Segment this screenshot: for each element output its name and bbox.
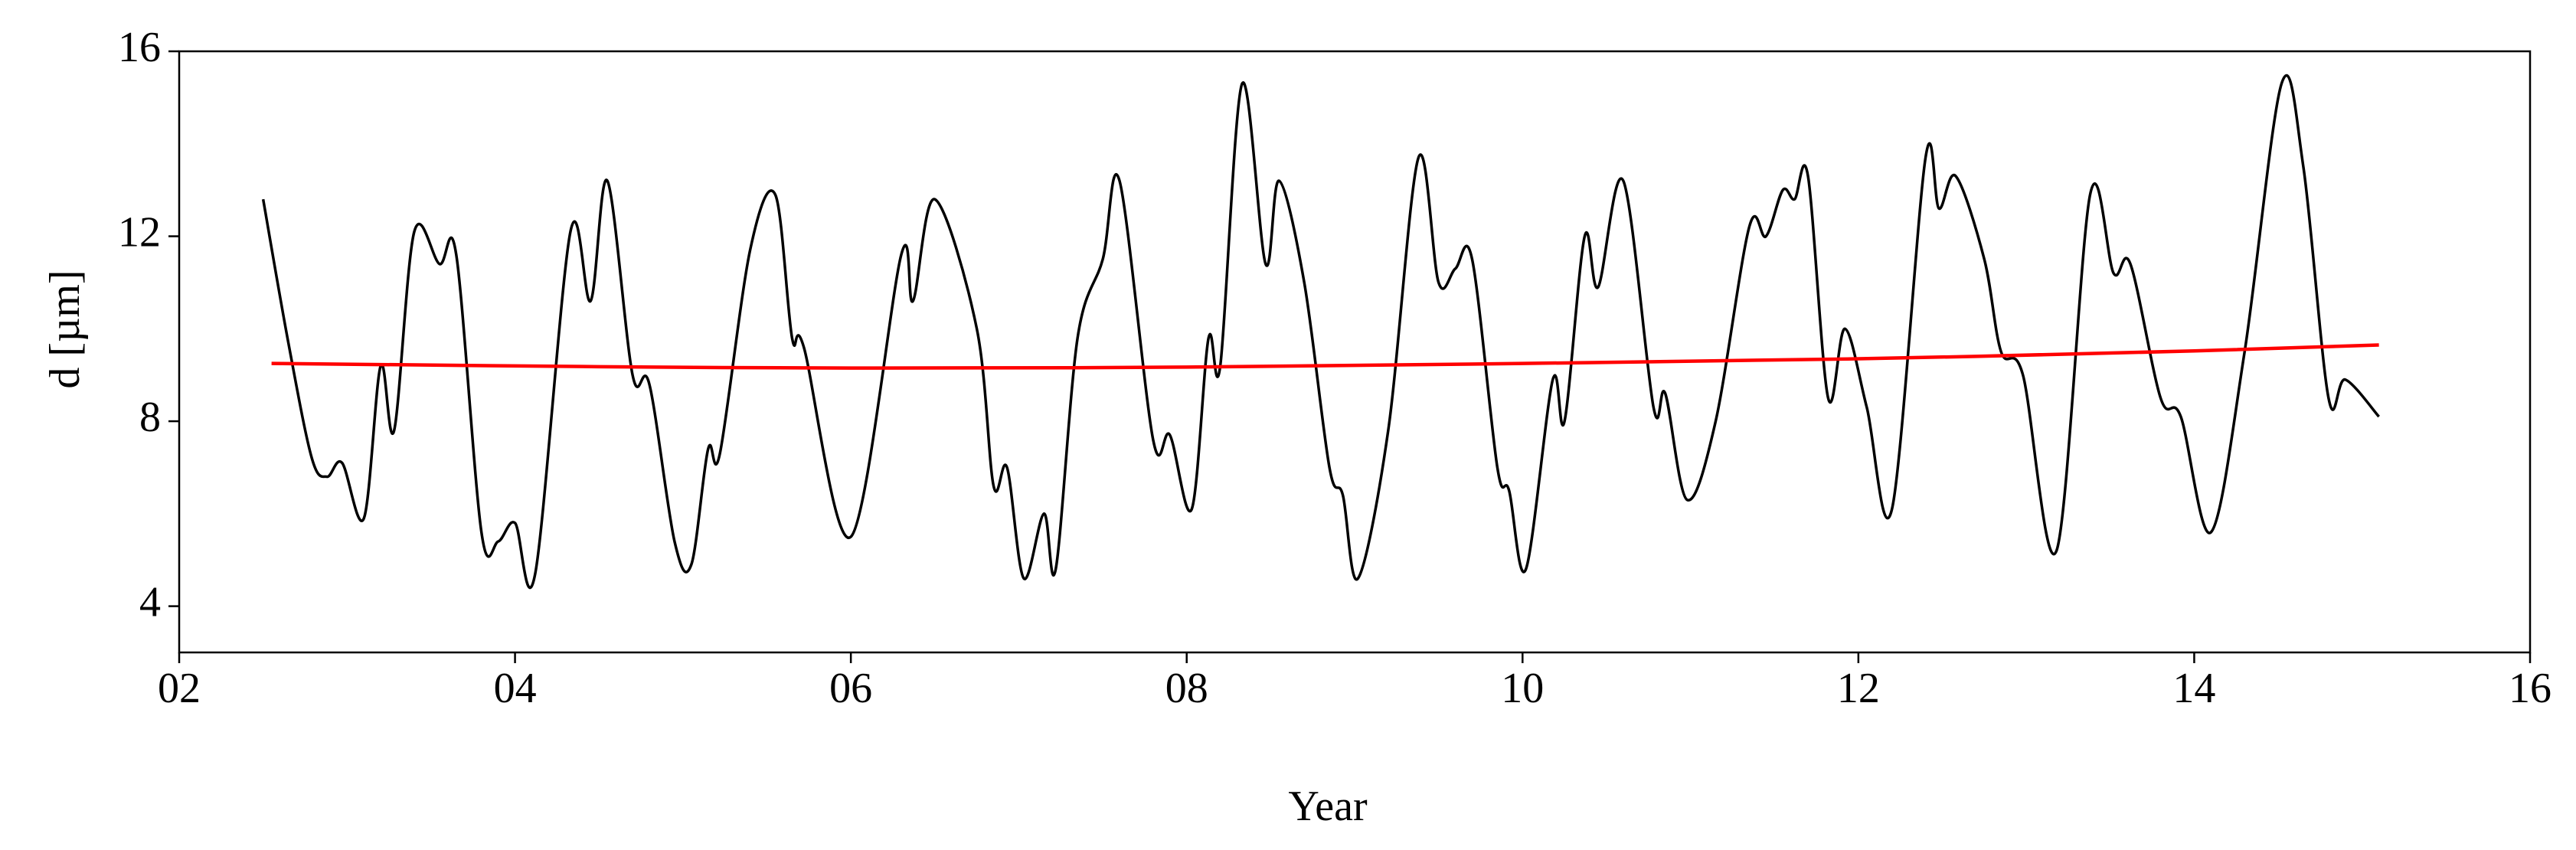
y-tick-label: 12: [118, 208, 161, 256]
x-tick-label: 14: [2172, 665, 2215, 712]
y-tick-label: 8: [139, 394, 161, 441]
x-tick-label: 08: [1165, 665, 1208, 712]
x-tick-label: 06: [829, 665, 872, 712]
data-line: [271, 343, 2379, 370]
plot-frame: [178, 50, 2532, 654]
x-tick-label: 04: [494, 665, 537, 712]
data-line: [261, 74, 2380, 590]
y-tick-label: 16: [118, 24, 161, 71]
x-tick-label: 02: [158, 665, 201, 712]
x-axis-label: Year: [1288, 783, 1368, 830]
y-tick-label: 4: [139, 578, 161, 626]
y-axis-label: d [µm]: [41, 270, 89, 388]
x-tick-label: 10: [1501, 665, 1544, 712]
x-tick-label: 16: [2509, 665, 2551, 712]
x-tick-label: 12: [1837, 665, 1880, 712]
